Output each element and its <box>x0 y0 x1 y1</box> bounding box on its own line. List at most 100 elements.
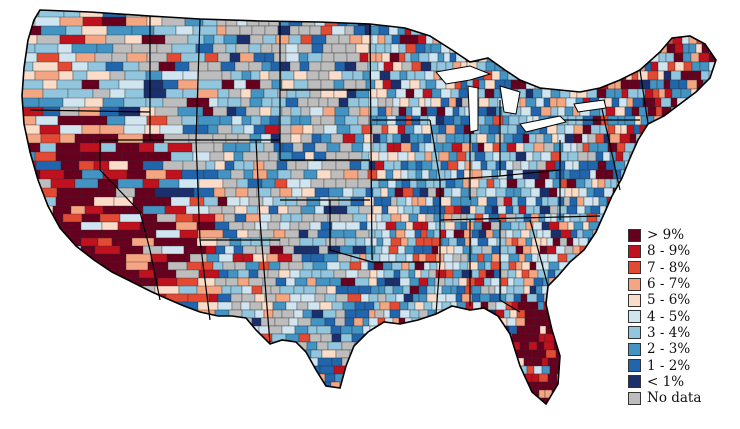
county-cell <box>252 253 268 263</box>
county-cell <box>22 277 44 290</box>
county-cell <box>53 325 74 336</box>
county-cell <box>398 52 406 63</box>
county-cell <box>147 373 164 383</box>
county-cell <box>440 88 452 99</box>
county-cell <box>604 43 615 54</box>
county-cell <box>639 52 650 63</box>
county-cell <box>353 25 366 36</box>
county-cell <box>402 341 412 351</box>
county-cell <box>581 133 589 144</box>
county-cell <box>528 133 537 144</box>
county-cell <box>557 253 568 263</box>
county-cell <box>389 309 401 319</box>
county-cell <box>609 245 621 255</box>
county-cell <box>376 269 385 279</box>
county-cell <box>454 178 464 189</box>
county-cell <box>595 151 604 162</box>
county-cell <box>368 277 378 287</box>
county-cell <box>633 43 643 54</box>
county-cell <box>609 133 621 144</box>
county-cell <box>226 317 242 327</box>
county-cell <box>435 373 444 383</box>
county-cell <box>616 277 627 287</box>
county-cell <box>446 357 456 367</box>
county-cell <box>651 16 662 27</box>
county-cell <box>378 25 390 36</box>
county-cell <box>688 10 696 18</box>
county-cell <box>248 61 263 72</box>
county-cell <box>713 151 716 162</box>
county-cell <box>672 169 684 180</box>
legend-swatch <box>628 244 641 258</box>
legend-swatch <box>628 326 641 340</box>
county-cell <box>325 397 336 404</box>
county-cell <box>433 213 445 223</box>
county-cell <box>367 61 379 72</box>
county-cell <box>142 205 166 216</box>
county-cell <box>711 142 716 153</box>
county-cell <box>312 237 327 247</box>
county-cell <box>217 97 229 108</box>
county-cell <box>226 10 238 18</box>
county-cell <box>564 245 574 255</box>
county-cell <box>306 277 317 287</box>
county-cell <box>549 293 558 303</box>
county-cell <box>333 269 347 279</box>
county-cell <box>436 317 444 327</box>
county-cell <box>497 169 508 180</box>
county-cell <box>688 151 700 162</box>
county-cell <box>394 16 406 27</box>
county-cell <box>499 151 511 162</box>
county-cell <box>405 43 417 54</box>
great-lakes <box>435 65 607 133</box>
county-cell <box>530 187 541 198</box>
county-cell <box>373 261 384 271</box>
county-cell <box>682 124 691 135</box>
county-cell <box>714 70 716 81</box>
county-cell <box>413 124 423 135</box>
county-cell <box>392 285 404 295</box>
county-cell <box>155 229 181 239</box>
county-cell <box>458 309 467 319</box>
county-cell <box>377 34 386 45</box>
county-cell <box>559 406 568 414</box>
county-cell <box>208 293 219 303</box>
county-cell <box>650 25 661 36</box>
county-cell <box>208 205 223 215</box>
county-cell <box>552 61 561 72</box>
county-cell <box>511 10 522 18</box>
county-cell <box>596 357 606 367</box>
county-cell <box>575 178 586 189</box>
county-cell <box>567 61 578 72</box>
county-cell <box>505 187 515 198</box>
county-cell <box>345 269 359 279</box>
county-cell <box>184 10 203 20</box>
county-cell <box>476 187 487 198</box>
county-cell <box>382 381 394 391</box>
county-cell <box>657 61 669 72</box>
county-cell <box>220 333 231 343</box>
county-cell <box>287 205 302 215</box>
county-cell <box>307 79 322 90</box>
county-cell <box>456 151 467 162</box>
county-cell <box>551 34 562 45</box>
county-cell <box>420 229 428 239</box>
county-cell <box>587 151 597 162</box>
county-cell <box>672 196 680 207</box>
county-cell <box>109 406 131 415</box>
county-cell <box>491 317 500 327</box>
county-cell <box>582 221 590 231</box>
county-cell <box>165 293 189 303</box>
county-cell <box>100 277 127 291</box>
county-cell <box>368 397 377 404</box>
county-cell <box>307 52 323 63</box>
county-cell <box>626 97 634 108</box>
county-cell <box>36 406 50 414</box>
county-cell <box>516 178 526 189</box>
county-cell <box>608 269 616 279</box>
county-cell <box>455 293 463 303</box>
county-cell <box>592 341 603 351</box>
county-cell <box>410 52 420 63</box>
county-cell <box>445 34 455 45</box>
county-cell <box>320 79 335 90</box>
